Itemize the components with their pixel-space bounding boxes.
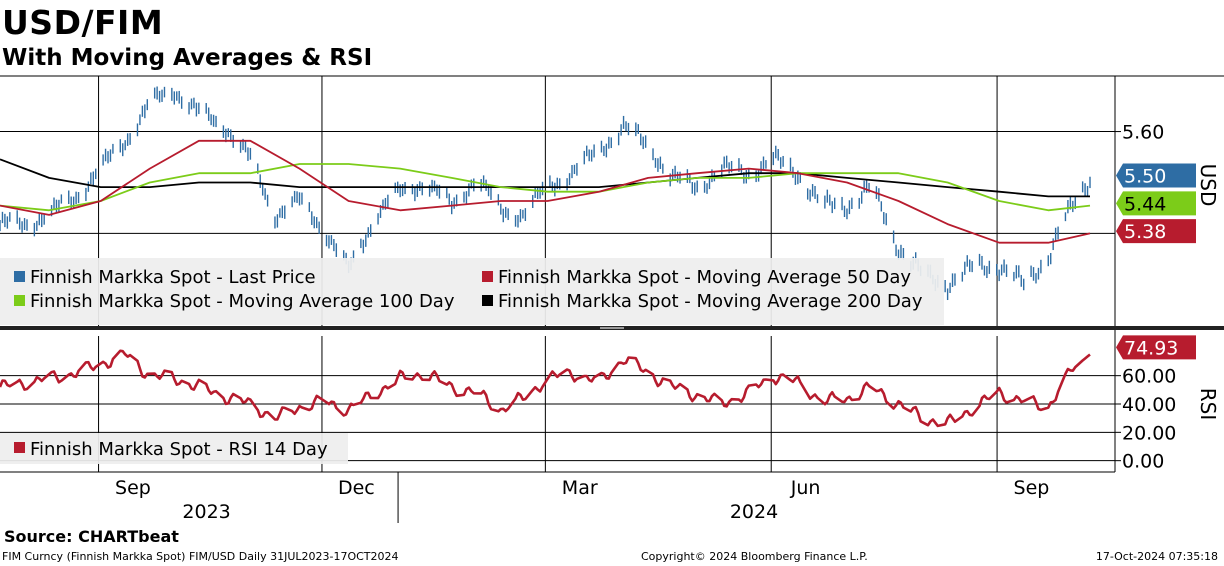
last-rsi-tag-text: 74.93 — [1124, 337, 1178, 359]
rsi-ytick-label-3: 60.00 — [1122, 366, 1176, 388]
last-price-tag-bg — [1116, 163, 1196, 188]
rsi-ytick-label-0: 0.00 — [1122, 451, 1164, 473]
x-tick-label-3: Jun — [790, 477, 821, 499]
price-axis-label: USD — [1196, 164, 1220, 207]
last-value-labels: 5.50 5.44 5.38 74.93 — [1116, 163, 1196, 360]
footer-timestamp: 17-Oct-2024 07:35:18 — [1095, 550, 1218, 563]
axes: 5.60 USD 0.00 20.00 40.00 60.00 RSI Sep Dec Mar Ju… — [0, 75, 1224, 523]
x-tick-label-1: Dec — [338, 477, 375, 499]
price-legend-box — [0, 258, 944, 325]
year-label-0: 2023 — [182, 501, 230, 523]
year-label-1: 2024 — [730, 501, 778, 523]
legend-label-1: Finnish Markka Spot - Moving Average 50 … — [498, 267, 911, 288]
source-note: Source: CHARTbeat — [4, 527, 179, 546]
legend-swatch-2 — [14, 295, 25, 306]
rsi-legend-swatch — [14, 442, 25, 453]
last-ma50-tag-bg — [1116, 219, 1196, 244]
last-price-tag-text: 5.50 — [1124, 166, 1166, 188]
last-ma100-tag-bg — [1116, 191, 1196, 216]
legend-swatch-1 — [482, 271, 493, 282]
last-rsi-tag-bg — [1116, 335, 1196, 360]
ma50-line — [0, 139, 1091, 244]
legend-label-0: Finnish Markka Spot - Last Price — [30, 267, 316, 288]
chart-title: USD/FIM — [2, 3, 164, 42]
legend-swatch-0 — [14, 271, 25, 282]
series-layer — [0, 86, 1091, 428]
price-ytick-label-0: 5.60 — [1122, 122, 1164, 144]
legend-label-3: Finnish Markka Spot - Moving Average 200… — [498, 291, 923, 312]
rsi-legend-label: Finnish Markka Spot - RSI 14 Day — [30, 439, 328, 460]
ma200-line — [0, 158, 1090, 198]
x-tick-label-4: Sep — [1014, 477, 1050, 499]
last-ma100-tag-text: 5.44 — [1124, 193, 1166, 215]
legend-label-2: Finnish Markka Spot - Moving Average 100… — [30, 291, 455, 312]
chart-subtitle: With Moving Averages & RSI — [2, 45, 373, 71]
legend-swatch-3 — [482, 295, 493, 306]
ma100-line — [0, 163, 1091, 212]
x-tick-label-2: Mar — [562, 477, 598, 499]
panel-divider-grip — [600, 327, 624, 329]
footer-ticker-info: FIM Curncy (Finnish Markka Spot) FIM/USD… — [2, 550, 399, 563]
rsi-legend-box — [0, 433, 348, 464]
rsi-ytick-label-2: 40.00 — [1122, 394, 1176, 416]
last-ma50-tag-text: 5.38 — [1124, 221, 1166, 243]
footer-copyright: Copyright© 2024 Bloomberg Finance L.P. — [641, 550, 868, 563]
rsi-ytick-label-1: 20.00 — [1122, 422, 1176, 444]
x-tick-label-0: Sep — [115, 477, 151, 499]
rsi-line — [0, 349, 1091, 428]
legends: Finnish Markka Spot - Last Price Finnish … — [0, 258, 944, 464]
rsi-axis-label: RSI — [1196, 388, 1220, 421]
